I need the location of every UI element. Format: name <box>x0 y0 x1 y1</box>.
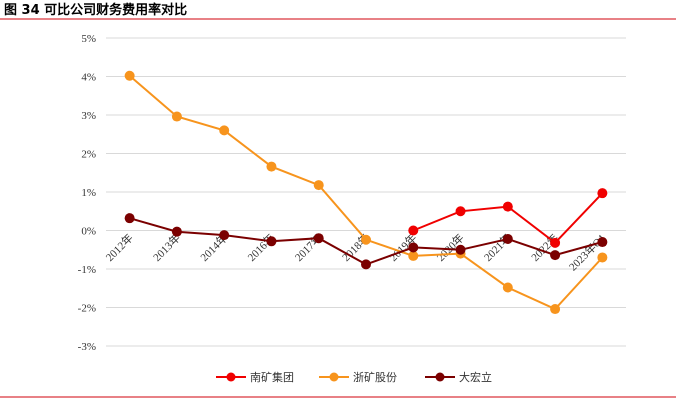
data-point <box>171 226 182 237</box>
data-point <box>313 180 324 191</box>
data-point <box>408 225 419 236</box>
x-tick-label: 2012年 <box>103 231 136 264</box>
data-point <box>266 161 277 172</box>
legend-label: 浙矿股份 <box>353 371 397 384</box>
data-point <box>502 201 513 212</box>
data-point <box>361 234 371 245</box>
series-2 <box>124 213 608 270</box>
legend-item: 浙矿股份 <box>319 371 397 384</box>
data-point <box>455 206 466 217</box>
y-tick-label: 3% <box>81 110 96 122</box>
legend: 南矿集团 浙矿股份 大宏立 <box>216 370 492 384</box>
figure-title: 图 34 可比公司财务费用率对比 <box>4 2 187 18</box>
data-point <box>313 233 324 244</box>
legend-label: 南矿集团 <box>250 370 294 384</box>
data-point <box>597 252 608 263</box>
y-tick-label: 5% <box>81 33 96 45</box>
data-point <box>219 125 230 136</box>
series-0 <box>408 188 608 248</box>
series-group <box>124 70 608 315</box>
legend-item: 南矿集团 <box>216 370 294 384</box>
y-tick-label: -2% <box>78 303 96 315</box>
data-point <box>219 230 230 241</box>
y-tick-label: 0% <box>81 226 96 238</box>
series-1 <box>124 70 608 315</box>
x-axis: 2012年 2013年 2014年 2016年 2017年 2018年 2019年 2020年… <box>103 231 609 274</box>
data-point <box>408 250 419 261</box>
legend-marker <box>329 372 339 382</box>
data-point <box>597 188 608 199</box>
data-point <box>550 304 561 315</box>
data-point <box>171 111 182 122</box>
legend-label: 大宏立 <box>459 370 492 384</box>
data-point <box>124 213 135 224</box>
y-axis: 5% 4% 3% 2% 1% 0% -1% -2% -3% <box>78 33 96 353</box>
legend-marker <box>435 372 445 382</box>
data-point <box>550 237 561 248</box>
data-point <box>124 70 135 81</box>
y-tick-label: 4% <box>81 72 96 84</box>
y-tick-label: 2% <box>81 149 96 161</box>
data-point <box>408 242 419 253</box>
data-point <box>455 244 466 255</box>
y-tick-label: -1% <box>78 264 96 276</box>
data-point <box>266 236 277 247</box>
x-tick-label: 2016年 <box>244 231 277 264</box>
data-point <box>502 233 513 244</box>
data-point <box>597 237 608 248</box>
grid <box>106 37 626 347</box>
data-point <box>550 250 561 261</box>
data-point <box>361 259 371 270</box>
legend-marker <box>226 372 236 382</box>
y-tick-label: 1% <box>81 187 96 199</box>
data-point <box>502 282 513 293</box>
y-tick-label: -3% <box>78 341 96 353</box>
legend-item: 大宏立 <box>425 370 492 384</box>
